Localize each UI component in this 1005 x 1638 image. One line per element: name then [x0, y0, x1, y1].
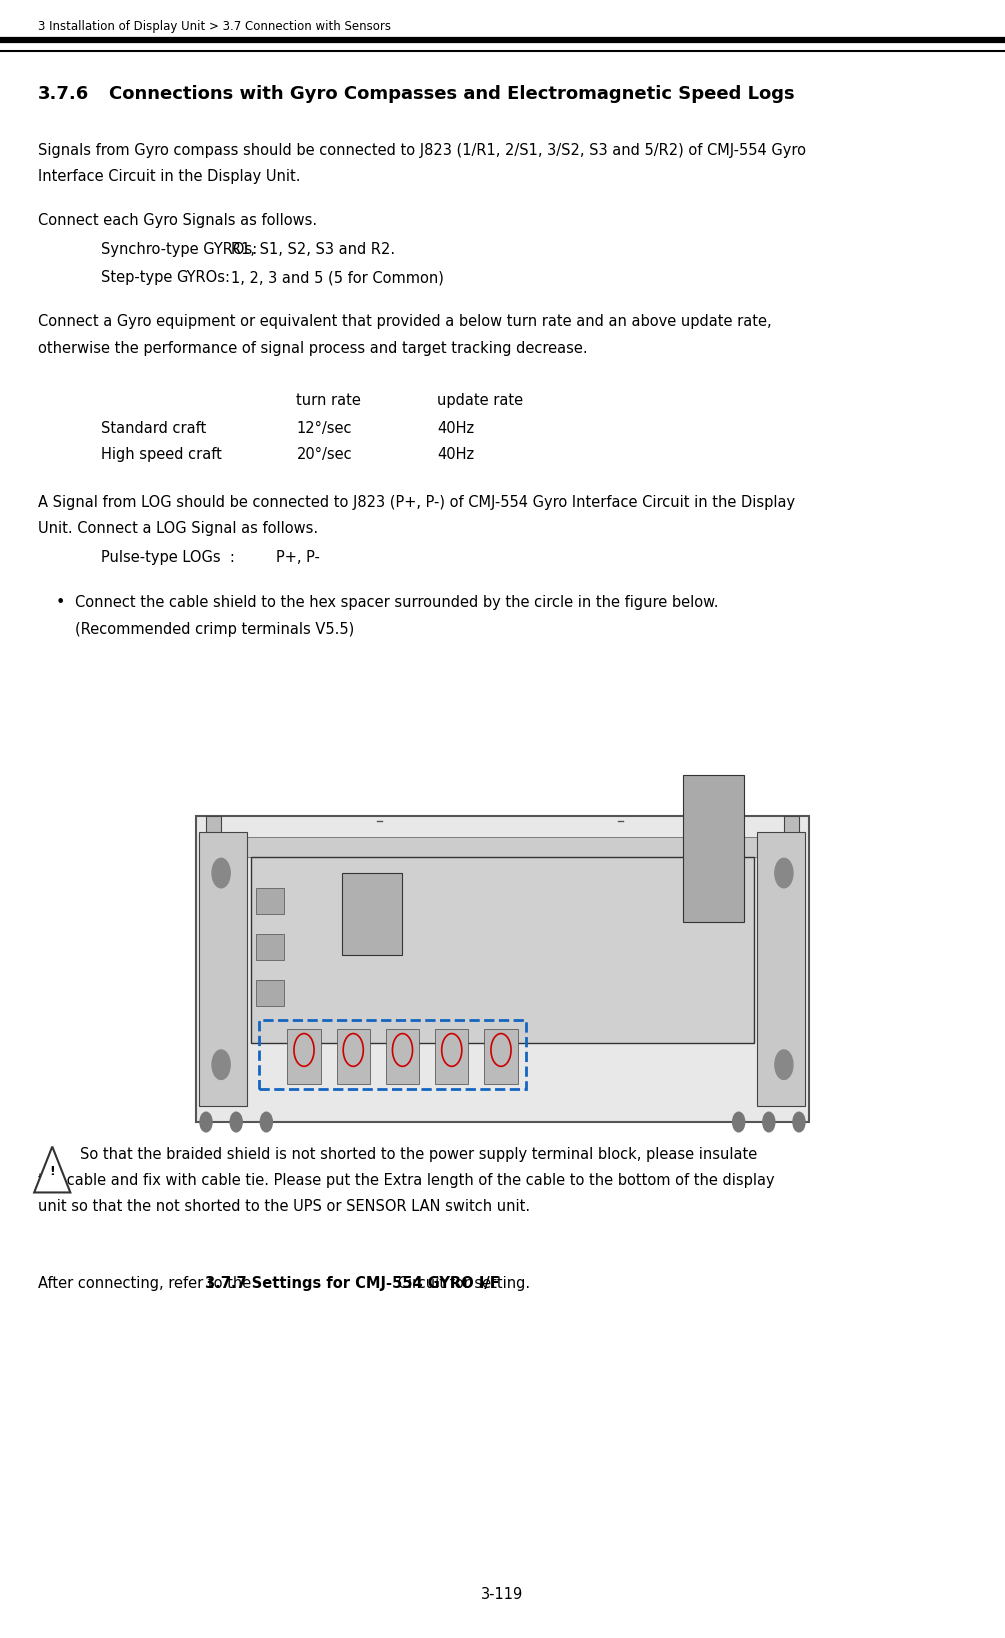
FancyBboxPatch shape: [386, 1029, 419, 1084]
Text: Signals from Gyro compass should be connected to J823 (1/R1, 2/S1, 3/S2, S3 and : Signals from Gyro compass should be conn…: [38, 143, 806, 157]
FancyBboxPatch shape: [199, 832, 247, 1106]
Text: After connecting, refer to the: After connecting, refer to the: [38, 1276, 256, 1291]
Circle shape: [763, 1112, 775, 1132]
Text: 3 Installation of Display Unit > 3.7 Connection with Sensors: 3 Installation of Display Unit > 3.7 Con…: [38, 20, 391, 33]
Text: Standard craft: Standard craft: [100, 421, 206, 436]
Text: GYROs:: GYROs:: [176, 270, 230, 285]
FancyBboxPatch shape: [196, 816, 809, 1122]
Text: Interface Circuit in the Display Unit.: Interface Circuit in the Display Unit.: [38, 169, 300, 183]
Text: 3.7.7 Settings for CMJ-554 GYRO I/F: 3.7.7 Settings for CMJ-554 GYRO I/F: [205, 1276, 499, 1291]
Circle shape: [200, 1112, 212, 1132]
Circle shape: [793, 1112, 805, 1132]
Text: So that the braided shield is not shorted to the power supply terminal block, pl: So that the braided shield is not shorte…: [80, 1147, 758, 1161]
Text: 1, 2, 3 and 5 (5 for Common): 1, 2, 3 and 5 (5 for Common): [231, 270, 444, 285]
FancyBboxPatch shape: [256, 888, 284, 914]
FancyBboxPatch shape: [206, 816, 221, 835]
Text: A Signal from LOG should be connected to J823 (P+, P-) of CMJ-554 Gyro Interface: A Signal from LOG should be connected to…: [38, 495, 795, 509]
Text: turn rate: turn rate: [296, 393, 362, 408]
Text: Pulse-type LOGs  :: Pulse-type LOGs :: [100, 550, 234, 565]
Text: •: •: [55, 595, 64, 609]
Text: R1, S1, S2, S3 and R2.: R1, S1, S2, S3 and R2.: [231, 242, 395, 257]
Text: 20°/sec: 20°/sec: [296, 447, 352, 462]
Text: otherwise the performance of signal process and target tracking decrease.: otherwise the performance of signal proc…: [38, 341, 588, 355]
FancyBboxPatch shape: [287, 1029, 321, 1084]
FancyBboxPatch shape: [757, 832, 805, 1106]
FancyBboxPatch shape: [256, 980, 284, 1006]
FancyBboxPatch shape: [201, 837, 804, 857]
Circle shape: [260, 1112, 272, 1132]
Text: 40Hz: 40Hz: [437, 447, 474, 462]
Text: Connect the cable shield to the hex spacer surrounded by the circle in the figur: Connect the cable shield to the hex spac…: [75, 595, 719, 609]
FancyBboxPatch shape: [251, 857, 754, 1043]
Circle shape: [212, 858, 230, 888]
Text: 3.7.6: 3.7.6: [38, 85, 89, 103]
FancyBboxPatch shape: [342, 873, 402, 955]
FancyBboxPatch shape: [683, 775, 744, 922]
Circle shape: [775, 858, 793, 888]
Circle shape: [775, 1050, 793, 1079]
Text: Unit. Connect a LOG Signal as follows.: Unit. Connect a LOG Signal as follows.: [38, 521, 319, 536]
Text: update rate: update rate: [437, 393, 524, 408]
Text: unit so that the not shorted to the UPS or SENSOR LAN switch unit.: unit so that the not shorted to the UPS …: [38, 1199, 531, 1214]
Circle shape: [230, 1112, 242, 1132]
FancyBboxPatch shape: [337, 1029, 370, 1084]
Text: 3-119: 3-119: [481, 1587, 524, 1602]
Polygon shape: [34, 1147, 70, 1192]
FancyBboxPatch shape: [484, 1029, 518, 1084]
Text: Connect a Gyro equipment or equivalent that provided a below turn rate and an ab: Connect a Gyro equipment or equivalent t…: [38, 314, 772, 329]
Text: Circuit for setting.: Circuit for setting.: [393, 1276, 531, 1291]
Circle shape: [212, 1050, 230, 1079]
Circle shape: [733, 1112, 745, 1132]
FancyBboxPatch shape: [435, 1029, 468, 1084]
Text: !: !: [49, 1165, 55, 1178]
Text: Synchro-type GYROs:: Synchro-type GYROs:: [100, 242, 256, 257]
Text: High speed craft: High speed craft: [100, 447, 221, 462]
Text: Connect each Gyro Signals as follows.: Connect each Gyro Signals as follows.: [38, 213, 318, 228]
Text: 40Hz: 40Hz: [437, 421, 474, 436]
Text: the cable and fix with cable tie. Please put the Extra length of the cable to th: the cable and fix with cable tie. Please…: [38, 1173, 775, 1188]
FancyBboxPatch shape: [256, 934, 284, 960]
FancyBboxPatch shape: [784, 816, 799, 835]
Text: Connections with Gyro Compasses and Electromagnetic Speed Logs: Connections with Gyro Compasses and Elec…: [109, 85, 794, 103]
Text: Step-type: Step-type: [100, 270, 172, 285]
Text: (Recommended crimp terminals V5.5): (Recommended crimp terminals V5.5): [75, 622, 355, 637]
Text: 12°/sec: 12°/sec: [296, 421, 352, 436]
Text: P+, P-: P+, P-: [276, 550, 321, 565]
